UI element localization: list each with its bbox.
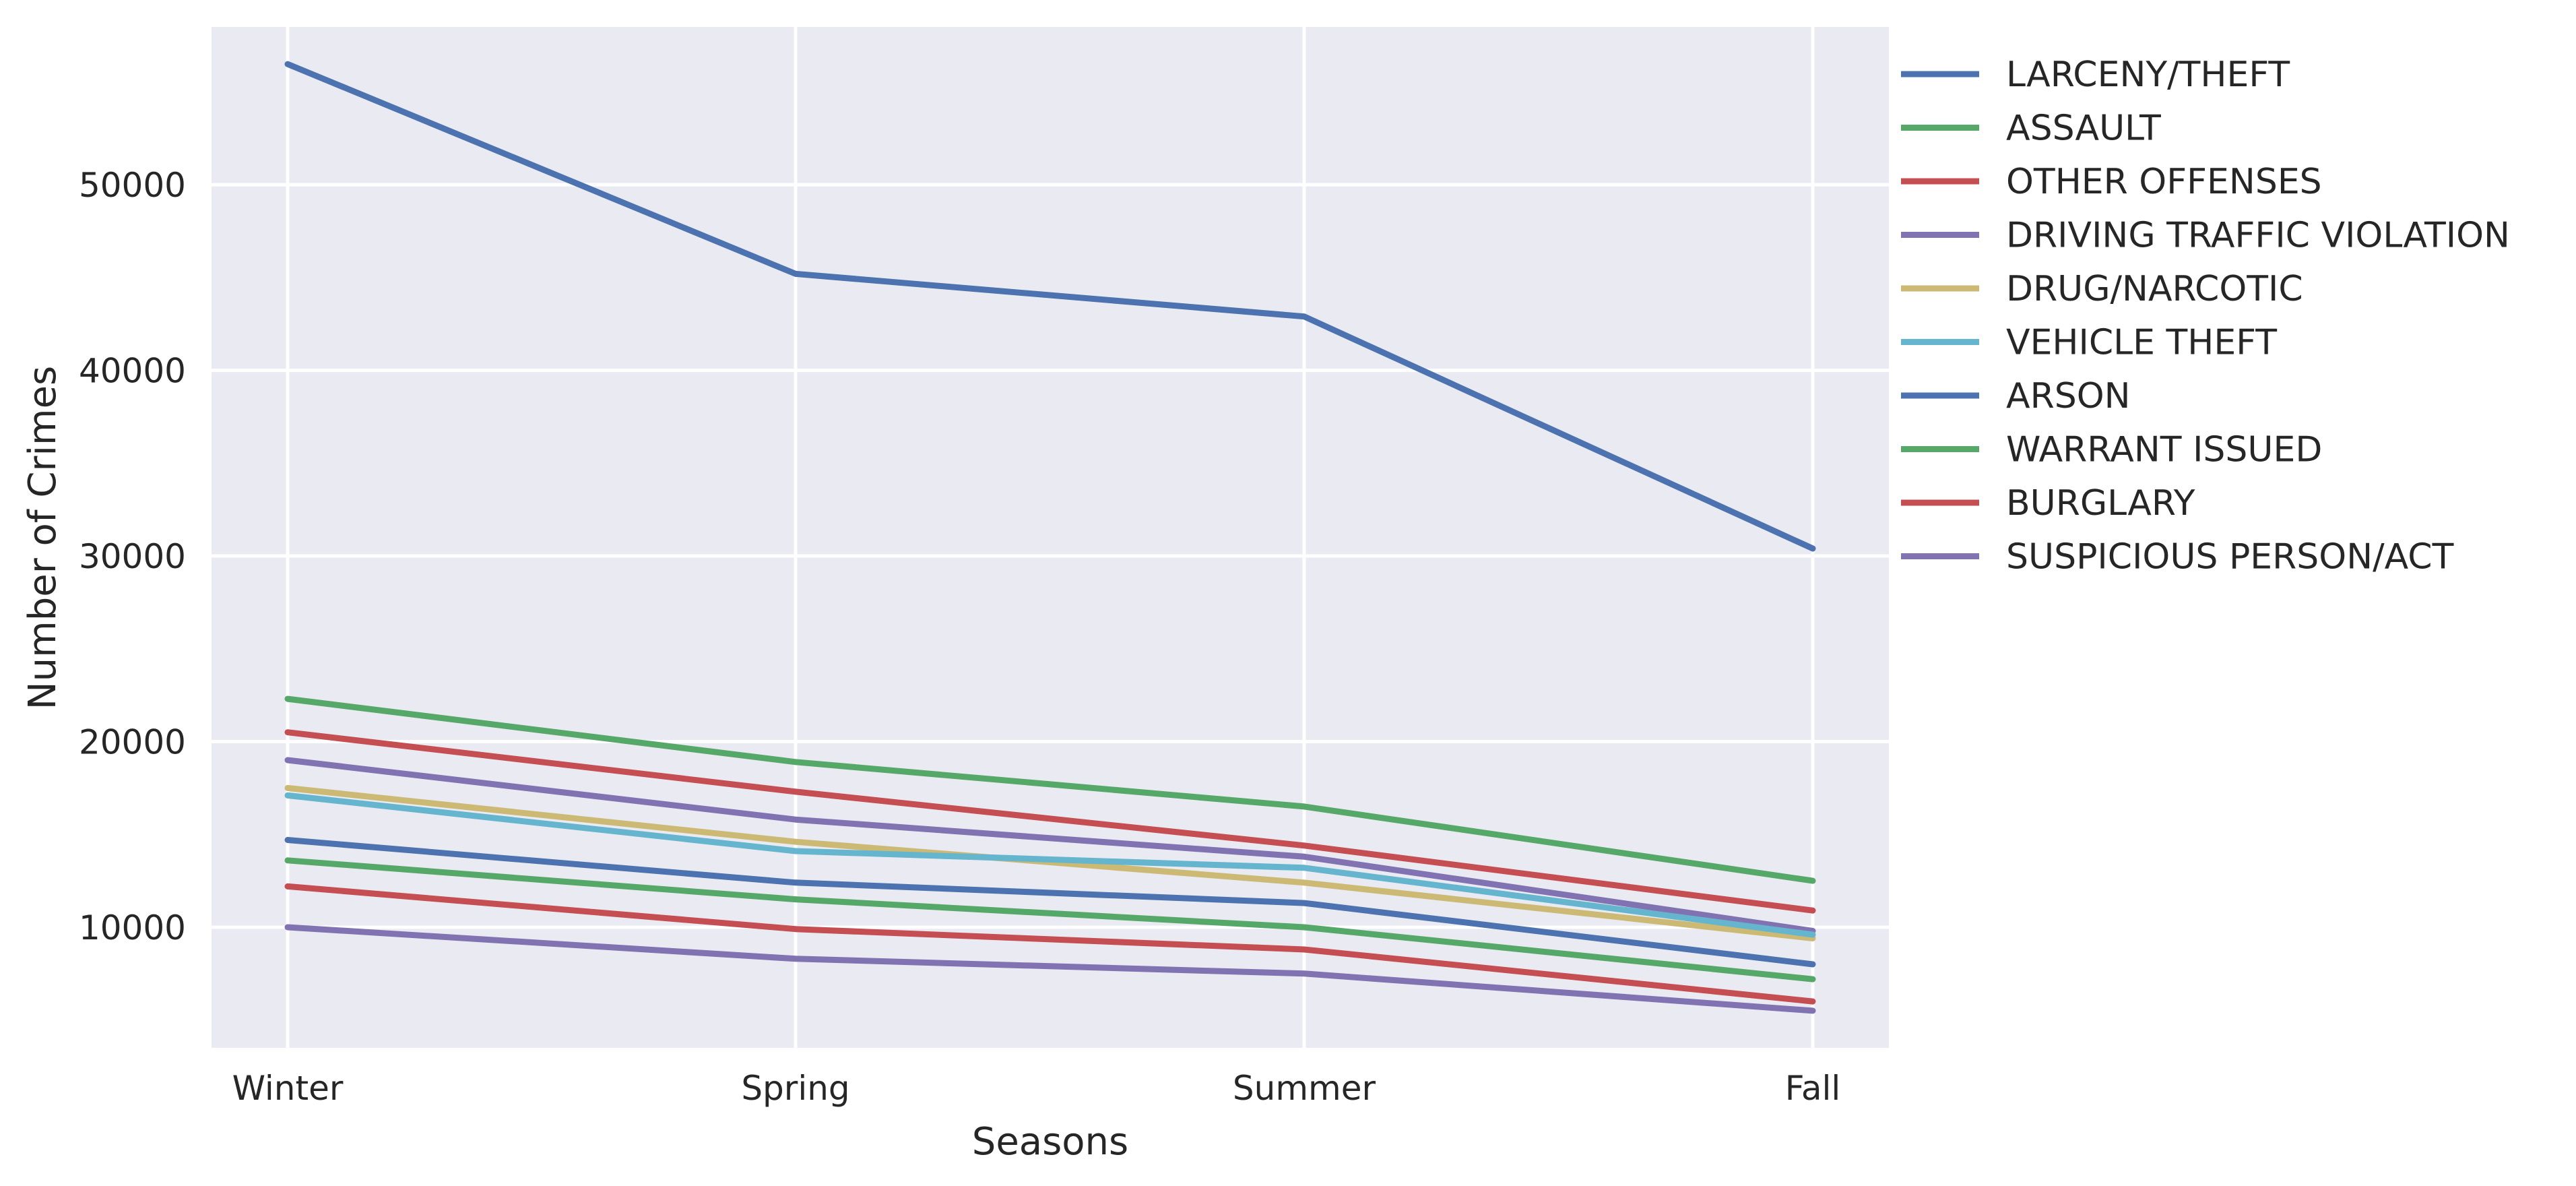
legend-label: ARSON	[2006, 376, 2131, 416]
legend-label: VEHICLE THEFT	[2006, 323, 2277, 363]
legend-label: BURGLARY	[2006, 483, 2195, 524]
x-tick-label: Summer	[1233, 1069, 1376, 1108]
x-tick-labels: Winter Spring Summer Fall	[232, 1069, 1841, 1108]
legend-label: DRIVING TRAFFIC VIOLATION	[2006, 216, 2510, 256]
legend-label: ASSAULT	[2006, 108, 2161, 149]
series-line	[284, 857, 1816, 982]
series-line	[284, 837, 1816, 968]
series-line	[284, 695, 1816, 884]
x-tick-label: Winter	[232, 1069, 344, 1108]
series-lines	[284, 61, 1816, 1014]
legend-label: WARRANT ISSUED	[2006, 430, 2322, 470]
legend-label: SUSPICIOUS PERSON/ACT	[2006, 537, 2454, 578]
series-line	[284, 61, 1816, 552]
series-line	[284, 883, 1816, 1005]
y-tick-label: 40000	[79, 352, 186, 391]
y-tick-label: 20000	[79, 723, 186, 762]
y-axis-label: Number of Crimes	[21, 366, 65, 710]
series-line	[284, 729, 1816, 914]
y-tick-label: 10000	[79, 908, 186, 947]
y-tick-label: 30000	[79, 537, 186, 576]
legend-label: OTHER OFFENSES	[2006, 162, 2322, 202]
y-tick-label: 50000	[79, 166, 186, 205]
series-line	[284, 792, 1816, 938]
legend: LARCENY/THEFT ASSAULT OTHER OFFENSES DRIVIN…	[1901, 55, 2510, 578]
x-tick-label: Fall	[1785, 1069, 1841, 1108]
x-axis-label: Seasons	[972, 1120, 1128, 1164]
legend-label: DRUG/NARCOTIC	[2006, 269, 2303, 309]
grid-lines	[212, 27, 1889, 1048]
series-line	[284, 757, 1816, 934]
x-tick-label: Spring	[741, 1069, 849, 1108]
legend-label: LARCENY/THEFT	[2006, 55, 2290, 95]
series-line	[284, 924, 1816, 1014]
y-tick-labels: 10000 20000 30000 40000 50000	[79, 166, 186, 947]
